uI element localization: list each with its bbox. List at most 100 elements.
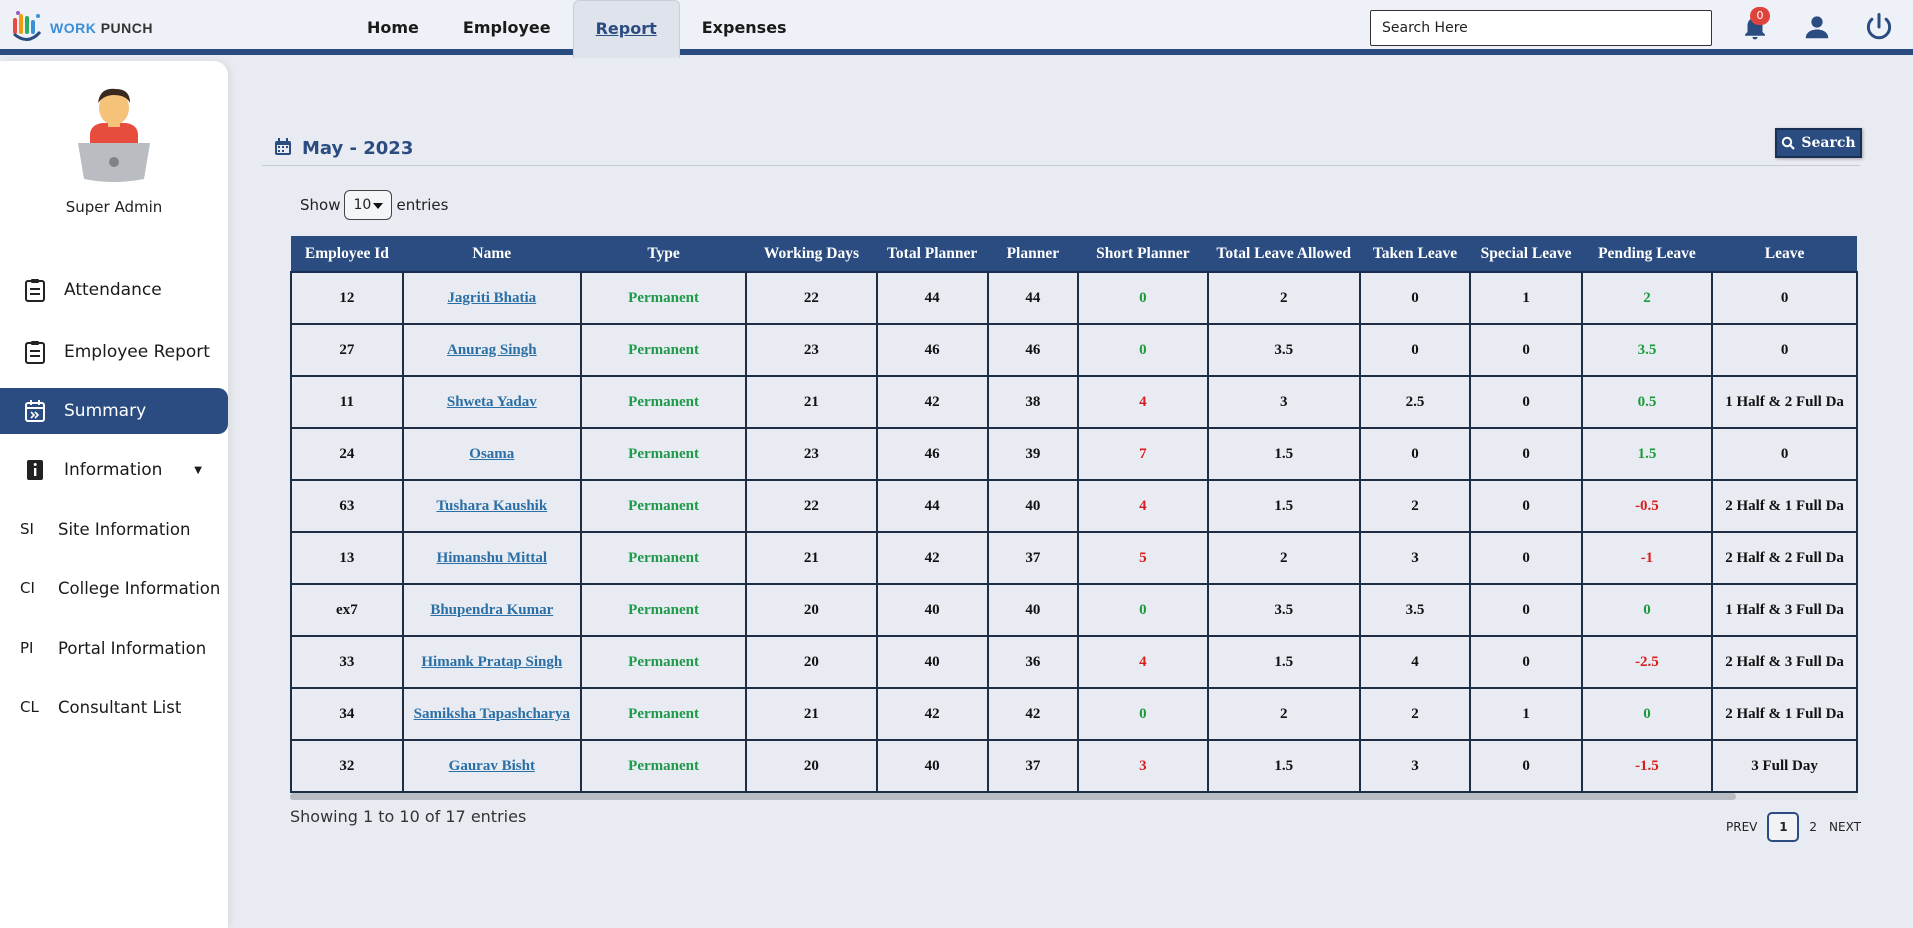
column-header[interactable]: Planner (987, 236, 1078, 273)
power-icon[interactable] (1864, 12, 1894, 42)
leave-cell: 2 Half & 3 Full Da (1711, 635, 1858, 689)
search-input[interactable] (1370, 10, 1712, 46)
leave-cell: 0 (1711, 427, 1858, 481)
column-header[interactable]: Leave (1712, 236, 1857, 273)
prev-button[interactable]: PREV (1726, 820, 1758, 834)
main-nav: Home Employee Report Expenses (345, 0, 809, 58)
search-button[interactable]: Search (1775, 128, 1862, 158)
employee-name-cell[interactable]: Tushara Kaushik (401, 479, 582, 533)
next-button[interactable]: NEXT (1829, 820, 1861, 834)
clipboard-icon (25, 341, 45, 364)
nav-home[interactable]: Home (367, 18, 419, 37)
nav-expenses[interactable]: Expenses (701, 18, 787, 37)
leave-cell: 1 Half & 3 Full Da (1711, 583, 1858, 637)
short-planner-cell: 0 (1076, 271, 1209, 325)
month-title: May - 2023 (302, 138, 414, 159)
employee-name-cell[interactable]: Gaurav Bisht (401, 739, 582, 793)
sidebar-item-consultant-list[interactable]: CL Consultant List (0, 687, 228, 727)
top-bar: WORK PUNCH Home Employee Report Expenses… (0, 0, 1913, 58)
column-header[interactable]: Total Planner (876, 236, 988, 273)
sidebar-item-label: Information (64, 460, 163, 480)
column-header[interactable]: Type (580, 236, 747, 273)
pagination: PREV 1 2 NEXT (1720, 812, 1867, 842)
working-days-cell: 20 (745, 583, 878, 637)
employee-name-cell[interactable]: Anurag Singh (401, 323, 582, 377)
show-label: Show (300, 196, 341, 214)
sidebar-item-portal-information[interactable]: PI Portal Information (0, 628, 228, 668)
employee-type-cell: Permanent (579, 583, 748, 637)
page-2-button[interactable]: 2 (1809, 820, 1818, 834)
pending-leave-cell: 2 (1580, 271, 1714, 325)
short-planner-cell: 7 (1076, 427, 1209, 481)
column-header[interactable]: Name (402, 236, 581, 273)
scrollbar-thumb[interactable] (290, 793, 1736, 800)
employee-name-cell[interactable]: Bhupendra Kumar (401, 583, 582, 637)
column-header[interactable]: Taken Leave (1359, 236, 1471, 273)
employee-type-cell: Permanent (579, 687, 748, 741)
sidebar-item-employee-report[interactable]: Employee Report (0, 329, 228, 375)
total-leave-allowed-cell: 3.5 (1206, 323, 1361, 377)
sidebar-item-summary[interactable]: Summary (0, 388, 228, 434)
short-planner-cell: 5 (1076, 531, 1209, 585)
sidebar-item-label: College Information (58, 578, 221, 598)
total-planner-cell: 46 (875, 323, 989, 377)
pending-leave-cell: 0.5 (1580, 375, 1714, 429)
page-1-button[interactable]: 1 (1767, 812, 1800, 842)
user-icon[interactable] (1802, 12, 1832, 42)
table-row: 33 Himank Pratap Singh Permanent 20 40 36 4 1.5… (290, 635, 1858, 689)
taken-leave-cell: 0 (1358, 323, 1472, 377)
sidebar-item-site-information[interactable]: SI Site Information (0, 509, 228, 549)
working-days-cell: 21 (745, 687, 878, 741)
employee-id-cell: 13 (290, 531, 404, 585)
total-planner-cell: 46 (875, 427, 989, 481)
entries-label: entries (396, 196, 449, 214)
horizontal-scrollbar[interactable] (290, 793, 1858, 800)
column-header[interactable]: Pending Leave (1581, 236, 1713, 273)
sidebar-item-information[interactable]: Information ▼ (0, 447, 228, 493)
column-header[interactable]: Short Planner (1077, 236, 1208, 273)
special-leave-cell: 0 (1469, 635, 1583, 689)
logo[interactable]: WORK PUNCH (10, 10, 153, 46)
column-header[interactable]: Employee Id (291, 236, 403, 273)
total-leave-allowed-cell: 1.5 (1206, 427, 1361, 481)
total-leave-allowed-cell: 2 (1206, 687, 1361, 741)
planner-cell: 37 (986, 531, 1079, 585)
sidebar-item-label: Site Information (58, 519, 191, 539)
short-planner-cell: 4 (1076, 479, 1209, 533)
employee-name-cell[interactable]: Osama (401, 427, 582, 481)
employee-name-cell[interactable]: Himanshu Mittal (401, 531, 582, 585)
entries-summary: Showing 1 to 10 of 17 entries (290, 807, 527, 826)
leave-cell: 0 (1711, 323, 1858, 377)
planner-cell: 46 (986, 323, 1079, 377)
pending-leave-cell: -1 (1580, 531, 1714, 585)
employee-id-cell: 33 (290, 635, 404, 689)
employee-name-cell[interactable]: Samiksha Tapashcharya (401, 687, 582, 741)
entries-select[interactable]: 10 (344, 190, 393, 220)
column-header[interactable]: Total Leave Allowed (1207, 236, 1360, 273)
employee-name-cell[interactable]: Himank Pratap Singh (401, 635, 582, 689)
pending-leave-cell: -2.5 (1580, 635, 1714, 689)
taken-leave-cell: 0 (1358, 271, 1472, 325)
employee-name-cell[interactable]: Jagriti Bhatia (401, 271, 582, 325)
special-leave-cell: 0 (1469, 323, 1583, 377)
sidebar-item-attendance[interactable]: Attendance (0, 267, 228, 313)
user-name: Super Admin (65, 198, 163, 216)
leave-cell: 3 Full Day (1711, 739, 1858, 793)
column-header[interactable]: Special Leave (1470, 236, 1582, 273)
special-leave-cell: 1 (1469, 271, 1583, 325)
table-row: 12 Jagriti Bhatia Permanent 22 44 44 0 2 0 1 2 0 (290, 271, 1858, 325)
special-leave-cell: 0 (1469, 427, 1583, 481)
planner-cell: 40 (986, 479, 1079, 533)
planner-cell: 42 (986, 687, 1079, 741)
special-leave-cell: 0 (1469, 583, 1583, 637)
column-header[interactable]: Working Days (746, 236, 877, 273)
nav-employee[interactable]: Employee (462, 18, 551, 37)
sidebar-item-label: Attendance (64, 280, 162, 300)
pending-leave-cell: 0 (1580, 583, 1714, 637)
sidebar-item-college-information[interactable]: CI College Information (0, 568, 228, 608)
working-days-cell: 22 (745, 479, 878, 533)
nav-report[interactable]: Report (572, 0, 680, 58)
total-planner-cell: 42 (875, 375, 989, 429)
employee-name-cell[interactable]: Shweta Yadav (401, 375, 582, 429)
short-planner-cell: 0 (1076, 323, 1209, 377)
